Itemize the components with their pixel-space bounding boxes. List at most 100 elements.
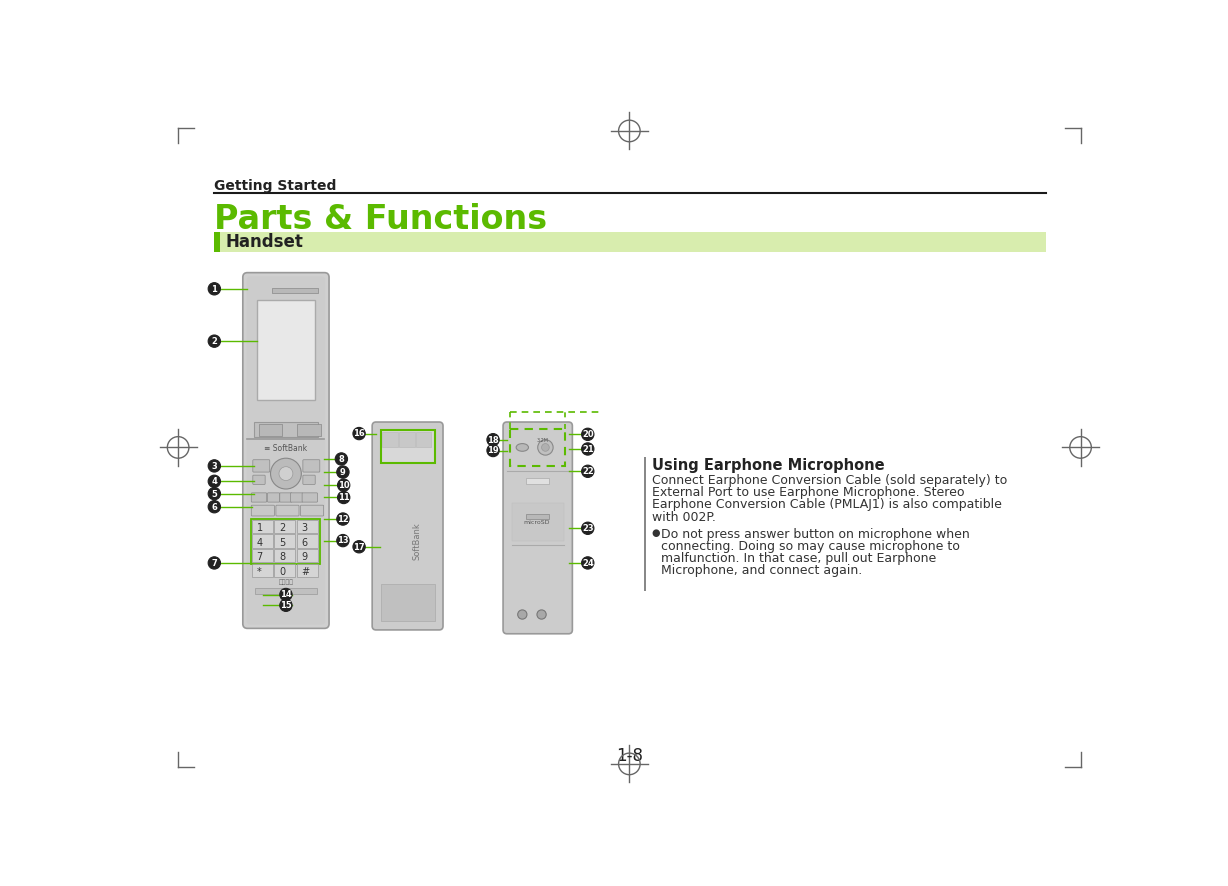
FancyBboxPatch shape <box>253 460 270 472</box>
Text: 8: 8 <box>279 552 285 562</box>
Bar <box>252 520 273 532</box>
FancyBboxPatch shape <box>303 475 316 485</box>
Bar <box>215 232 1046 252</box>
Bar <box>252 534 273 548</box>
Text: 18: 18 <box>488 436 499 445</box>
Circle shape <box>336 466 349 478</box>
Text: 20: 20 <box>582 431 593 439</box>
Text: 2: 2 <box>211 337 217 346</box>
Text: シンプル: シンプル <box>279 579 293 586</box>
Bar <box>215 232 220 252</box>
Circle shape <box>335 453 348 465</box>
Bar <box>257 300 316 400</box>
Text: #: # <box>301 567 309 577</box>
Text: 1-8: 1-8 <box>616 747 642 765</box>
Ellipse shape <box>516 444 528 451</box>
Bar <box>512 503 564 541</box>
FancyBboxPatch shape <box>253 475 265 485</box>
Bar <box>297 520 318 532</box>
Circle shape <box>486 445 500 456</box>
Circle shape <box>582 465 594 478</box>
FancyBboxPatch shape <box>243 273 329 628</box>
Text: 14: 14 <box>280 590 292 600</box>
Bar <box>416 432 431 447</box>
Circle shape <box>338 479 350 492</box>
Text: 1: 1 <box>257 523 263 532</box>
FancyBboxPatch shape <box>252 493 266 502</box>
Text: 0: 0 <box>279 567 285 577</box>
Circle shape <box>279 467 292 480</box>
Text: 7: 7 <box>211 559 217 568</box>
Bar <box>252 549 273 562</box>
Text: *: * <box>257 567 262 577</box>
FancyBboxPatch shape <box>301 505 324 516</box>
Text: 8: 8 <box>339 455 344 464</box>
Text: 23: 23 <box>582 525 593 533</box>
Circle shape <box>352 540 365 553</box>
Bar <box>381 584 435 621</box>
FancyBboxPatch shape <box>303 460 319 472</box>
Text: 17: 17 <box>354 542 365 552</box>
Text: 22: 22 <box>582 467 593 476</box>
Bar <box>382 432 398 447</box>
Text: Parts & Functions: Parts & Functions <box>215 204 548 237</box>
Bar <box>252 563 273 577</box>
FancyBboxPatch shape <box>503 422 572 633</box>
Circle shape <box>280 599 292 611</box>
Circle shape <box>582 443 594 455</box>
Text: Connect Earphone Conversion Cable (sold separately) to: Connect Earphone Conversion Cable (sold … <box>652 474 1007 486</box>
Text: 5: 5 <box>211 490 217 499</box>
Text: Earphone Conversion Cable (PMLAJ1) is also compatible: Earphone Conversion Cable (PMLAJ1) is al… <box>652 498 1002 511</box>
Text: ≡ SoftBank: ≡ SoftBank <box>264 444 307 453</box>
Text: 4: 4 <box>211 478 217 486</box>
Circle shape <box>582 556 594 569</box>
Circle shape <box>209 283 221 295</box>
Circle shape <box>338 492 350 503</box>
FancyBboxPatch shape <box>280 493 292 502</box>
Circle shape <box>336 534 349 547</box>
Text: 11: 11 <box>338 494 350 502</box>
Text: 6: 6 <box>301 538 307 548</box>
Bar <box>526 478 549 485</box>
Bar <box>252 519 319 564</box>
Text: 16: 16 <box>354 430 365 439</box>
Text: 5: 5 <box>279 538 285 548</box>
Text: 21: 21 <box>582 445 593 454</box>
FancyBboxPatch shape <box>252 505 274 516</box>
Text: 12: 12 <box>336 515 349 524</box>
Bar <box>254 422 318 438</box>
Text: with 002P.: with 002P. <box>652 510 716 524</box>
Circle shape <box>209 460 221 472</box>
Text: 19: 19 <box>488 447 499 455</box>
Bar <box>274 520 295 532</box>
Circle shape <box>582 428 594 440</box>
Text: 13: 13 <box>338 537 349 546</box>
FancyBboxPatch shape <box>302 493 318 502</box>
FancyBboxPatch shape <box>247 276 325 625</box>
FancyBboxPatch shape <box>291 493 303 502</box>
Text: 24: 24 <box>582 559 593 568</box>
Circle shape <box>209 475 221 487</box>
Bar <box>399 432 415 447</box>
Text: Getting Started: Getting Started <box>215 180 336 193</box>
Bar <box>297 534 318 548</box>
Circle shape <box>542 444 549 451</box>
Bar <box>643 456 646 592</box>
Text: 10: 10 <box>338 481 350 490</box>
Text: 3: 3 <box>211 462 217 470</box>
Text: 15: 15 <box>280 602 292 610</box>
Bar <box>255 587 317 594</box>
Bar <box>381 431 435 462</box>
Text: 3.2M: 3.2M <box>537 438 549 443</box>
Bar <box>510 429 565 466</box>
Bar <box>259 424 282 436</box>
Text: SoftBank: SoftBank <box>413 523 421 560</box>
Circle shape <box>537 610 546 619</box>
Circle shape <box>352 427 365 439</box>
Circle shape <box>209 487 221 500</box>
Bar <box>297 563 318 577</box>
Text: 4: 4 <box>257 538 263 548</box>
Text: Microphone, and connect again.: Microphone, and connect again. <box>661 564 862 578</box>
FancyBboxPatch shape <box>372 422 443 630</box>
Circle shape <box>280 588 292 601</box>
